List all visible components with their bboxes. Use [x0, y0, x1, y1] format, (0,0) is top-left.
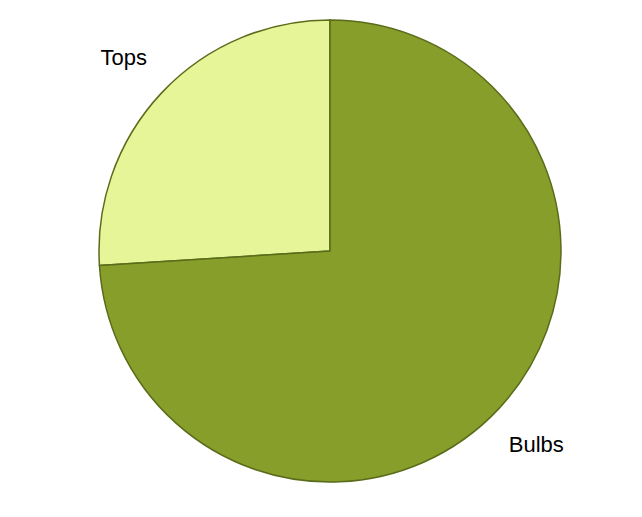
svg-text:Bulbs: Bulbs — [509, 432, 564, 457]
svg-text:Tops: Tops — [100, 45, 146, 70]
